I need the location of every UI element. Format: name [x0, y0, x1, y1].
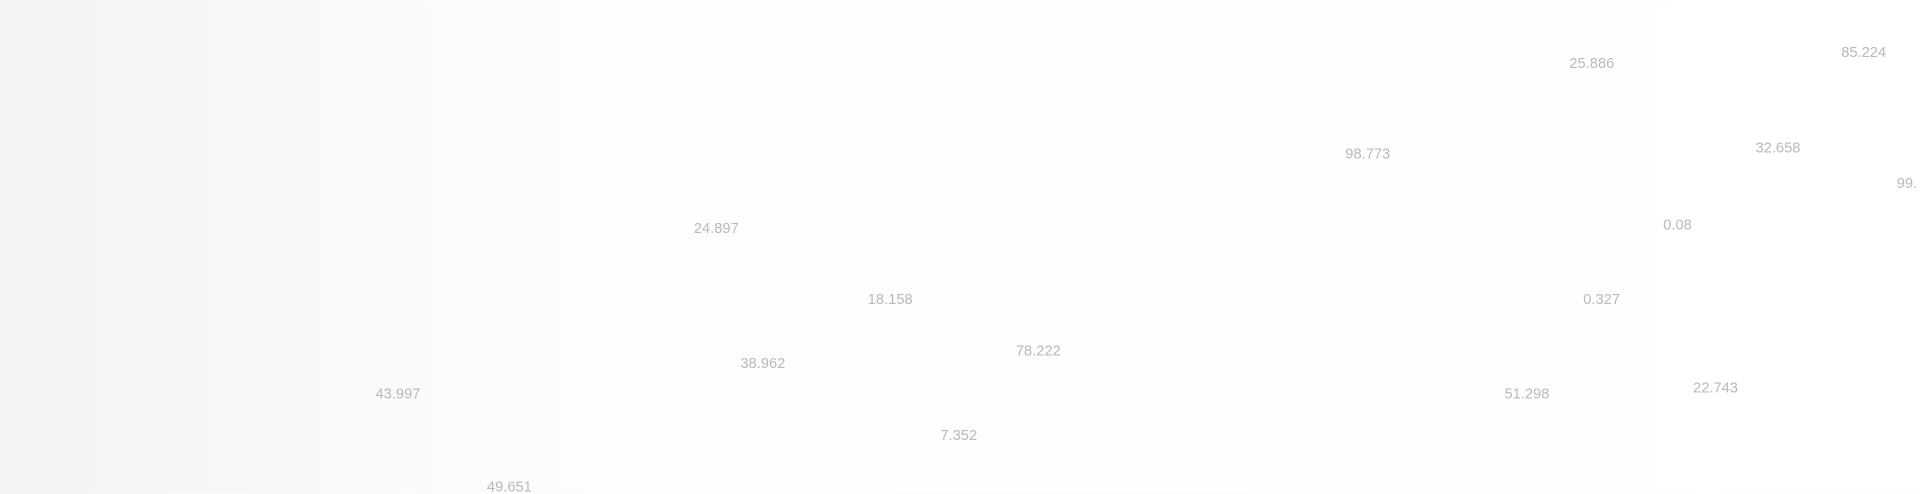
- price-label: 0.08: [1663, 217, 1692, 233]
- price-label: 99.: [1897, 176, 1917, 192]
- price-label: 43.997: [375, 386, 420, 402]
- price-label: 18.158: [868, 292, 913, 308]
- labels: 43.997 49.651 24.897 38.962 18.158 7.352…: [375, 45, 1917, 494]
- price-label: 38.962: [740, 356, 785, 372]
- price-label: 78.222: [1016, 344, 1061, 360]
- price-label: 25.886: [1569, 56, 1614, 72]
- price-label: 7.352: [940, 428, 977, 444]
- price-label: 32.658: [1755, 140, 1800, 156]
- price-label: 51.298: [1504, 386, 1549, 402]
- price-label: 22.743: [1693, 380, 1738, 396]
- price-label: 85.224: [1841, 45, 1886, 61]
- price-label: 49.651: [487, 479, 532, 494]
- price-label: 98.773: [1345, 146, 1390, 162]
- price-label: 0.327: [1583, 292, 1620, 308]
- price-label: 24.897: [694, 221, 739, 237]
